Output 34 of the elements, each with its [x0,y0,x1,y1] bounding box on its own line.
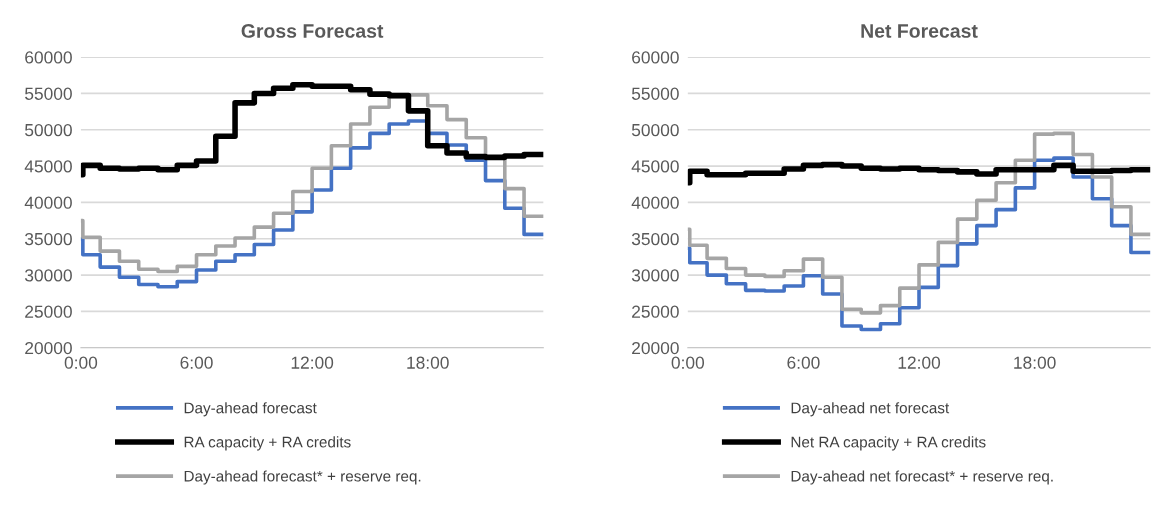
x-tick-label: 0:00 [671,356,705,369]
y-tick-label: 55000 [631,87,679,100]
legend-label: Net RA capacity + RA credits [791,436,986,451]
y-tick-label: 20000 [632,341,679,355]
y-tick-label: 35000 [631,232,679,246]
y-tick-label: 55000 [25,87,72,100]
y-tick-label: 25000 [25,305,72,318]
legend-label: Day-ahead forecast [184,402,317,417]
y-tick-label: 45000 [631,160,679,173]
y-tick-label: 20000 [25,341,72,355]
x-tick-label: 6:00 [180,356,213,369]
y-tick-label: 25000 [632,305,679,318]
y-tick-label: 30000 [631,269,679,282]
chart-title: Gross Forecast [241,24,384,38]
x-tick-label: 0:00 [64,356,98,369]
x-tick-label: 6:00 [787,356,820,369]
x-tick-label: 12:00 [898,356,941,369]
x-tick-label: 18:00 [1014,356,1056,369]
y-tick-label: 60000 [25,51,72,64]
y-tick-label: 40000 [631,196,679,209]
y-tick-label: 40000 [24,196,72,209]
x-tick-label: 18:00 [407,356,449,369]
legend-label: Day-ahead net forecast [791,402,950,417]
chart-title: Net Forecast [861,24,978,38]
legend-label: RA capacity + RA credits [184,436,351,451]
y-tick-label: 50000 [25,123,72,137]
y-tick-label: 60000 [632,51,679,64]
y-tick-label: 35000 [24,232,72,246]
legend-label: Day-ahead forecast* + reserve req. [184,470,421,485]
legend-label: Day-ahead net forecast* + reserve req. [791,470,1053,485]
y-tick-label: 30000 [24,269,72,282]
y-tick-label: 45000 [24,160,72,173]
x-tick-label: 12:00 [291,356,334,369]
y-tick-label: 50000 [631,123,679,137]
